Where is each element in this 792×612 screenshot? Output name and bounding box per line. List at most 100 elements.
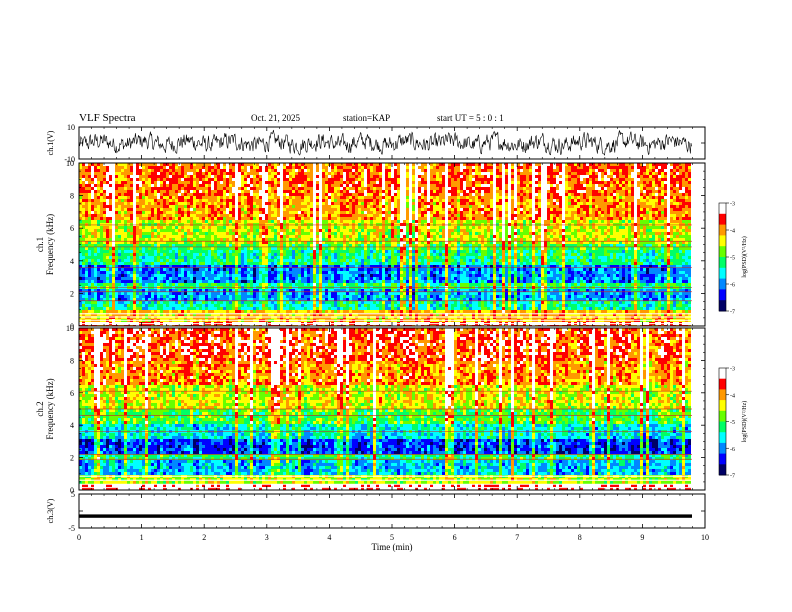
psd-cell: [502, 175, 505, 178]
psd-cell: [478, 181, 481, 184]
psd-cell: [82, 166, 85, 169]
psd-cell: [268, 187, 271, 190]
psd-cell: [403, 178, 406, 181]
psd-cell: [226, 187, 229, 190]
psd-cell: [190, 184, 193, 187]
psd-cell: [334, 178, 337, 181]
psd-cell: [517, 172, 520, 175]
psd-cell: [355, 175, 358, 178]
psd-cell: [532, 172, 535, 175]
psd-cell: [619, 169, 622, 172]
psd-cell: [253, 169, 256, 172]
psd-cell: [124, 178, 127, 181]
psd-cell: [658, 181, 661, 184]
psd-cell: [658, 166, 661, 169]
psd-cell: [97, 178, 100, 181]
psd-cell: [292, 184, 295, 187]
psd-cell: [475, 184, 478, 187]
psd-cell: [415, 166, 418, 169]
psd-cell: [256, 172, 259, 175]
psd-cell: [289, 181, 292, 184]
psd-cell: [496, 187, 499, 190]
psd-cell: [277, 175, 280, 178]
psd-cell: [97, 172, 100, 175]
psd-cell: [259, 178, 262, 181]
psd-cell: [220, 187, 223, 190]
psd-cell: [157, 166, 160, 169]
psd-cell: [586, 166, 589, 169]
psd-cell: [172, 175, 175, 178]
psd-cell: [316, 187, 319, 190]
psd-cell: [115, 172, 118, 175]
psd-cell: [640, 175, 643, 178]
psd-cell: [142, 187, 145, 190]
psd-cell: [463, 166, 466, 169]
psd-cell: [379, 184, 382, 187]
psd-cell: [364, 166, 367, 169]
psd-cell: [433, 166, 436, 169]
psd-cell: [565, 166, 568, 169]
psd-cell: [565, 175, 568, 178]
psd-cell: [286, 166, 289, 169]
psd-cell: [397, 169, 400, 172]
psd-cell: [289, 175, 292, 178]
psd-cell: [592, 169, 595, 172]
psd-cell: [136, 175, 139, 178]
psd-cell: [448, 169, 451, 172]
psd-cell: [487, 178, 490, 181]
psd-cell: [337, 181, 340, 184]
psd-cell: [241, 166, 244, 169]
psd-cell: [115, 184, 118, 187]
psd-cell: [481, 181, 484, 184]
psd-cell: [199, 169, 202, 172]
psd-cell: [325, 166, 328, 169]
psd-cell: [526, 181, 529, 184]
psd-cell: [550, 178, 553, 181]
psd-cell: [532, 178, 535, 181]
psd-cell: [313, 181, 316, 184]
psd-cell: [145, 169, 148, 172]
psd-cell: [328, 178, 331, 181]
psd-cell: [595, 184, 598, 187]
psd-cell: [100, 166, 103, 169]
psd-cell: [175, 178, 178, 181]
psd-cell: [598, 184, 601, 187]
psd-cell: [124, 184, 127, 187]
psd-cell: [229, 187, 232, 190]
psd-cell: [424, 187, 427, 190]
psd-cell: [199, 184, 202, 187]
psd-cell: [394, 181, 397, 184]
psd-cell: [484, 187, 487, 190]
psd-cell: [271, 178, 274, 181]
psd-cell: [91, 175, 94, 178]
psd-cell: [415, 175, 418, 178]
psd-cell: [418, 178, 421, 181]
psd-cell: [526, 184, 529, 187]
psd-cell: [322, 181, 325, 184]
psd-cell: [376, 187, 379, 190]
psd-cell: [283, 169, 286, 172]
psd-cell: [508, 169, 511, 172]
psd-cell: [250, 178, 253, 181]
psd-cell: [502, 187, 505, 190]
psd-cell: [601, 175, 604, 178]
psd-cell: [631, 172, 634, 175]
psd-cell: [190, 172, 193, 175]
psd-cell: [310, 172, 313, 175]
psd-cell: [127, 166, 130, 169]
psd-cell: [421, 175, 424, 178]
psd-cell: [271, 184, 274, 187]
psd-cell: [481, 169, 484, 172]
psd-cell: [577, 184, 580, 187]
psd-cell: [526, 175, 529, 178]
psd-cell: [676, 172, 679, 175]
psd-cell: [220, 181, 223, 184]
psd-cell: [217, 166, 220, 169]
psd-cell: [574, 172, 577, 175]
psd-cell: [487, 187, 490, 190]
psd-cell: [223, 187, 226, 190]
psd-cell: [298, 181, 301, 184]
psd-cell: [265, 175, 268, 178]
psd-cell: [538, 169, 541, 172]
psd-cell: [295, 172, 298, 175]
